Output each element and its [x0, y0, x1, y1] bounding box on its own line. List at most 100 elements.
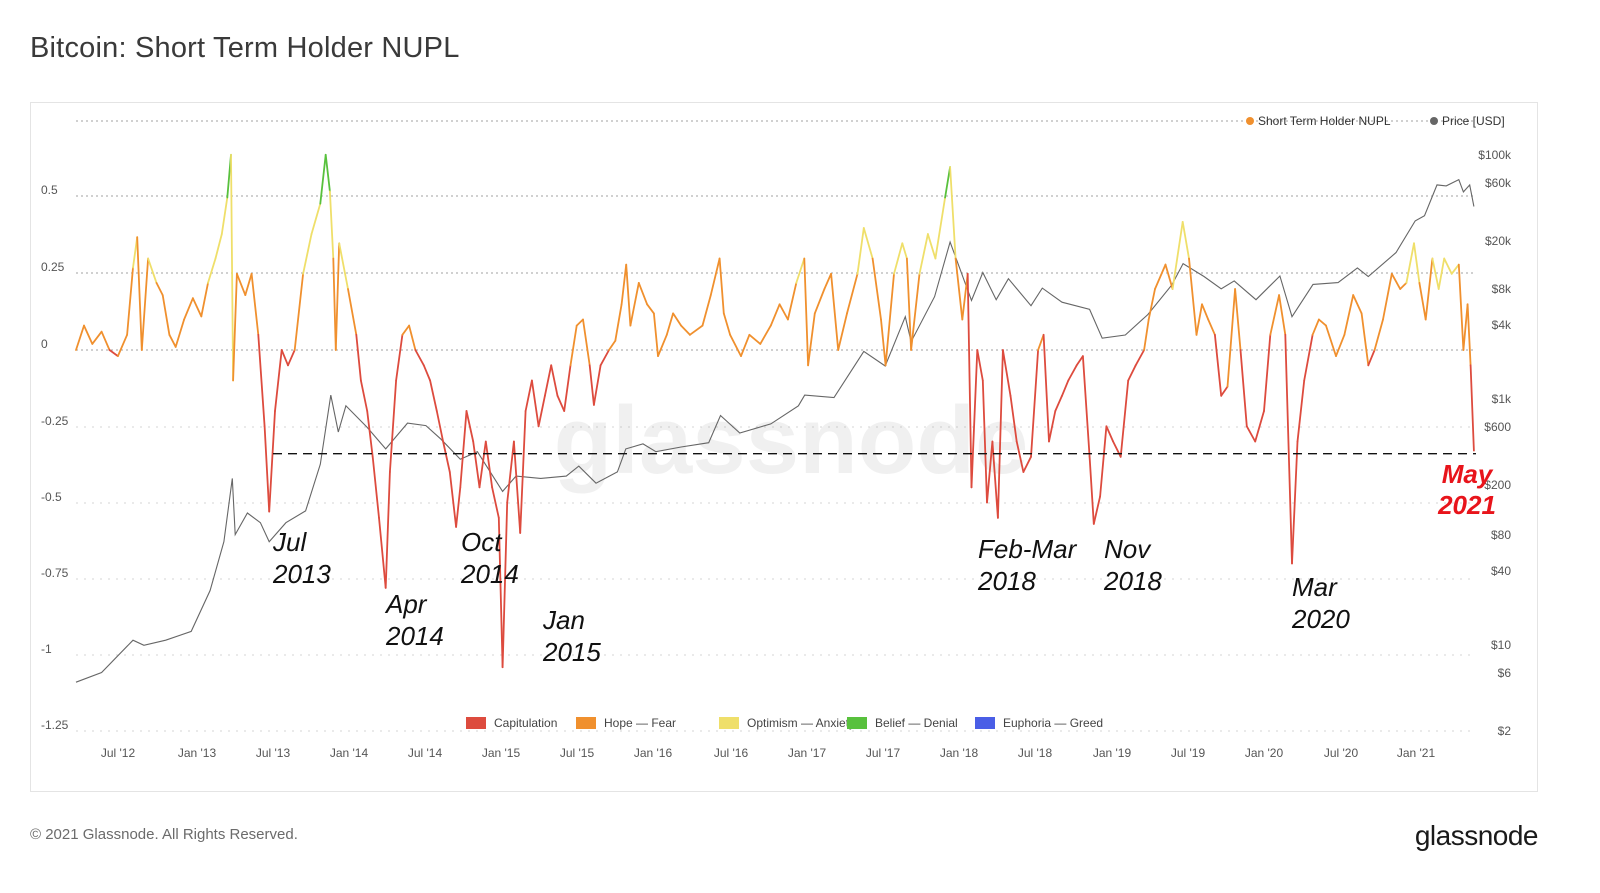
nupl-series-segment: [501, 501, 509, 669]
annotation-label-line1: Feb-Mar: [978, 534, 1078, 564]
x-tick-label: Jan '18: [940, 746, 979, 760]
nupl-series-segment: [966, 272, 973, 489]
nupl-series-segment: [575, 318, 584, 327]
nupl-series-segment: [1437, 257, 1446, 290]
nupl-series-segment: [1201, 303, 1210, 321]
nupl-series-segment: [1061, 379, 1070, 397]
nupl-series-segment: [1048, 410, 1057, 443]
nupl-series-segment: [1002, 349, 1012, 397]
nupl-series-segment: [132, 236, 139, 269]
nupl-series-segment: [1263, 333, 1272, 412]
nupl-series-segment: [155, 281, 164, 297]
nupl-series-segment: [232, 272, 238, 382]
nupl-series-segment: [1171, 221, 1184, 290]
nupl-series-segment: [961, 272, 969, 321]
nupl-series-segment: [769, 303, 781, 327]
nupl-series-segment: [491, 486, 500, 519]
nupl-series-segment: [701, 294, 712, 327]
nupl-series-segment: [813, 288, 826, 315]
nupl-series-segment: [497, 516, 504, 669]
nupl-series-segment: [1188, 257, 1198, 336]
annotation-label-line2: 2020: [1291, 604, 1350, 634]
nupl-series-segment: [986, 440, 994, 504]
nupl-series-segment: [588, 364, 595, 406]
footer-logo[interactable]: glassnode: [1414, 820, 1539, 851]
nupl-series-segment: [918, 233, 929, 275]
nupl-series-segment: [608, 339, 617, 351]
nupl-series-segment: [1075, 355, 1084, 367]
annotation-label-line2: 2014: [385, 621, 444, 651]
nupl-series-segment: [1352, 294, 1363, 315]
nupl-series-segment: [174, 318, 186, 348]
nupl-series-segment: [108, 349, 119, 358]
legend-bottom-swatch[interactable]: [847, 717, 867, 729]
nupl-series-segment: [906, 257, 912, 351]
nupl-series-segment: [1405, 242, 1415, 284]
nupl-series-segment: [235, 272, 247, 297]
watermark-text: glassnode: [554, 387, 1029, 494]
nupl-series-segment: [981, 379, 988, 504]
nupl-series-segment: [388, 379, 398, 473]
nupl-series-segment: [408, 324, 417, 351]
nupl-series-segment: [1335, 333, 1346, 358]
nupl-series-segment: [880, 318, 887, 367]
y-right-tick-label: $60k: [1485, 176, 1512, 190]
legend-bottom-label: Belief — Denial: [875, 716, 958, 730]
nupl-series-segment: [1067, 364, 1078, 382]
nupl-series-segment: [442, 440, 451, 473]
x-tick-label: Jul '16: [714, 746, 749, 760]
x-tick-label: Jul '14: [408, 746, 443, 760]
y-left-tick-label: 0: [41, 337, 48, 351]
nupl-series-segment: [1082, 355, 1091, 458]
nupl-series-segment: [455, 486, 462, 528]
nupl-series-segment: [191, 297, 203, 318]
nupl-series-segment: [1239, 349, 1248, 428]
annotation-label-line2: 2018: [977, 566, 1036, 596]
nupl-series-segment: [332, 257, 337, 351]
legend-bottom-swatch[interactable]: [975, 717, 995, 729]
nupl-series-segment: [319, 153, 327, 205]
y-left-tick-label: -0.25: [41, 414, 69, 428]
nupl-series-segment: [310, 202, 322, 236]
footer-copyright: © 2021 Glassnode. All Rights Reserved.: [30, 826, 298, 843]
nupl-series-segment: [117, 333, 128, 358]
nupl-series-segment: [1147, 288, 1156, 321]
nupl-series-segment: [263, 425, 271, 513]
nupl-series-segment: [366, 410, 374, 458]
nupl-series-segment: [147, 257, 158, 284]
chart-svg: glassnode 0.5 0.25 0 -0.25 -0.5 -0.75 -1 -1.25 $1…: [41, 114, 1512, 760]
nupl-series-segment: [338, 242, 349, 290]
nupl-series-segment: [1220, 385, 1229, 397]
nupl-series-segment: [1088, 455, 1095, 525]
nupl-series-segment: [287, 349, 296, 367]
nupl-series-segment: [1418, 281, 1427, 321]
legend-bottom-swatch[interactable]: [576, 717, 596, 729]
legend-bottom-swatch[interactable]: [466, 717, 486, 729]
nupl-series-segment: [401, 324, 411, 336]
nupl-series-segment: [970, 349, 979, 489]
nupl-series-segment: [1254, 410, 1265, 443]
legend-bottom-swatch[interactable]: [719, 717, 739, 729]
annotation-label-line1: Jul: [272, 527, 307, 557]
nupl-series-segment: [689, 324, 704, 336]
nupl-series-segment: [91, 330, 103, 345]
nupl-series-segment: [934, 196, 946, 260]
nupl-series-segment: [355, 333, 362, 382]
nupl-series-segment: [1127, 364, 1137, 382]
nupl-series-segment: [1343, 294, 1355, 336]
annotation-label-line1: Mar: [1292, 572, 1338, 602]
nupl-series-segment: [949, 166, 957, 260]
y-right-tick-label: $200: [1484, 478, 1511, 492]
x-tick-label: Jul '19: [1171, 746, 1206, 760]
annotation-label-line1: Apr: [384, 589, 428, 619]
nupl-series-segment: [280, 349, 289, 367]
nupl-series-segment: [435, 410, 445, 443]
nupl-series-segment: [1318, 318, 1327, 327]
nupl-series-segment: [484, 440, 494, 489]
annotation-label-line2: 2013: [272, 559, 331, 589]
legend-bottom-label: Euphoria — Greed: [1003, 716, 1103, 730]
y-right-tick-label: $4k: [1492, 318, 1512, 332]
nupl-series-segment: [787, 281, 798, 321]
x-tick-label: Jul '12: [101, 746, 136, 760]
nupl-series-segment: [582, 318, 591, 367]
